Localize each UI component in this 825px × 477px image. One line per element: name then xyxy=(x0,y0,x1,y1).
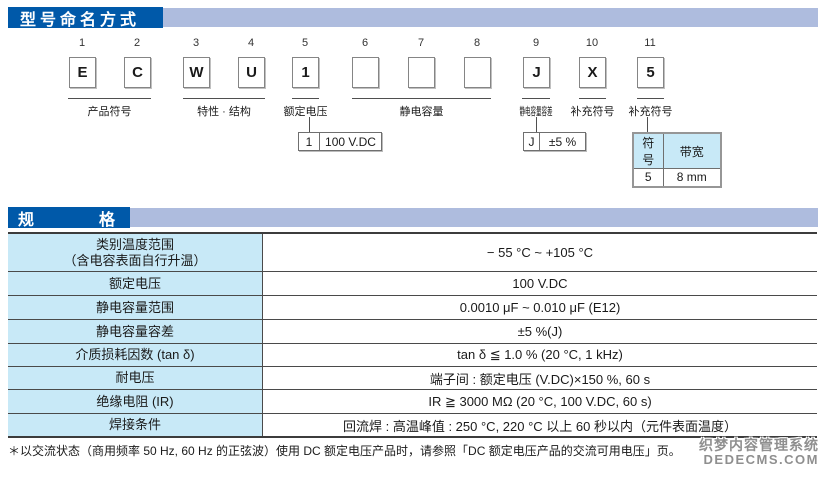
footnote: ＊以交流状态（商用频率 50 Hz, 60 Hz 的正弦波）使用 DC 额定电压… xyxy=(8,444,681,458)
code-box: 5 xyxy=(637,57,664,88)
group-label: 补充符号 xyxy=(570,106,615,118)
group-suffix-symbol-1: 补充符号 xyxy=(571,98,615,119)
group-suffix-symbol-2: 补充符号 xyxy=(629,98,673,119)
spec-value: IR ≧ 3000 MΩ (20 °C, 100 V.DC, 60 s) xyxy=(428,393,652,409)
code-position-number: 2 xyxy=(133,37,141,49)
watermark-line2: DEDECMS.COM xyxy=(703,452,819,468)
group-capacitance-tolerance: 静电容量容差 xyxy=(519,98,553,119)
spec-label: 类别温度范围 （含电容表面自行升温） xyxy=(8,234,263,271)
code-box: X xyxy=(579,57,606,88)
naming-section-title-bar xyxy=(163,8,818,27)
group-line xyxy=(292,98,319,99)
code-position-number: 11 xyxy=(644,37,656,49)
suffix-value: 8 mm xyxy=(662,168,722,187)
code-position-number: 4 xyxy=(247,37,255,49)
table-row: 耐电压 端子间 : 额定电压 (V.DC)×150 %, 60 s xyxy=(8,366,817,389)
code-position-number: 8 xyxy=(473,37,481,49)
suffix-header-symbol: 符号 xyxy=(632,132,664,169)
table-row: 静电容量容差 ±5 %(J) xyxy=(8,319,817,343)
code-box: U xyxy=(238,57,265,88)
spec-label: 耐电压 xyxy=(8,367,263,389)
spec-value: 100 V.DC xyxy=(512,276,568,291)
code-box xyxy=(352,57,379,88)
watermark-line1: 织梦内容管理系统 xyxy=(699,437,819,453)
spec-value: tan δ ≦ 1.0 % (20 °C, 1 kHz) xyxy=(457,347,623,362)
spec-value: 0.0010 μF ~ 0.010 μF (E12) xyxy=(459,300,621,315)
code-position-number: 1 xyxy=(78,37,86,49)
group-product-symbol: 产品符号 xyxy=(68,98,151,119)
group-line xyxy=(637,98,664,99)
spec-value: 端子间 : 额定电压 (V.DC)×150 %, 60 s xyxy=(429,371,651,387)
code-position-number: 7 xyxy=(417,37,425,49)
code-box: J xyxy=(523,57,550,88)
group-line xyxy=(522,98,550,99)
spec-title-char1: 规 xyxy=(18,211,35,229)
naming-section-title: 型号命名方式 xyxy=(8,7,163,29)
code-position-number: 5 xyxy=(301,37,309,49)
spec-label: 静电容量范围 xyxy=(8,296,263,319)
code-box: 1 xyxy=(292,57,319,88)
group-rated-voltage: 额定电压 xyxy=(284,98,328,119)
table-row: 介质损耗因数 (tan δ) tan δ ≦ 1.0 % (20 °C, 1 k… xyxy=(8,343,817,366)
suffix-code: 5 xyxy=(632,168,664,187)
code-position-number: 10 xyxy=(585,37,599,49)
group-line xyxy=(68,98,151,99)
spec-value: 回流焊 : 高温峰值 : 250 °C, 220 °C 以上 60 秒以内（元件… xyxy=(343,418,737,434)
suffix-code-table: 符号 带宽 5 8 mm xyxy=(632,132,722,188)
code-box: C xyxy=(124,57,151,88)
suffix-header-bandwidth: 带宽 xyxy=(662,132,722,169)
group-label: 产品符号 xyxy=(87,106,132,118)
connector-line xyxy=(536,117,537,133)
spec-label: 焊接条件 xyxy=(8,414,263,436)
code-box: W xyxy=(183,57,210,88)
voltage-value: 100 V.DC xyxy=(319,132,382,151)
spec-label-line1: 类别温度范围 xyxy=(95,236,174,252)
table-row: 静电容量范围 0.0010 μF ~ 0.010 μF (E12) xyxy=(8,295,817,319)
group-line xyxy=(579,98,606,99)
voltage-code: 1 xyxy=(298,132,320,151)
group-label: 特性 · 结构 xyxy=(197,106,251,118)
connector-line xyxy=(309,117,310,133)
group-label: 静电容量容差 xyxy=(519,106,553,118)
spec-label: 静电容量容差 xyxy=(8,320,263,343)
voltage-code-table: 1 100 V.DC xyxy=(298,132,382,151)
spec-label-line2: （含电容表面自行升温） xyxy=(63,252,207,268)
connector-line xyxy=(647,117,648,133)
group-line xyxy=(183,98,265,99)
group-line xyxy=(352,98,491,99)
group-characteristic-structure: 特性 · 结构 xyxy=(183,98,265,119)
spec-title-char2: 格 xyxy=(98,211,115,229)
spec-section-title-bar xyxy=(130,208,818,227)
code-position-number: 6 xyxy=(361,37,369,49)
spec-value: − 55 °C ~ +105 °C xyxy=(486,245,594,260)
spec-table: 类别温度范围 （含电容表面自行升温） − 55 °C ~ +105 °C 额定电… xyxy=(8,232,817,438)
tolerance-value: ±5 % xyxy=(539,132,586,151)
group-label: 静电容量 xyxy=(399,106,444,118)
table-row: 焊接条件 回流焊 : 高温峰值 : 250 °C, 220 °C 以上 60 秒… xyxy=(8,413,817,436)
group-label: 补充符号 xyxy=(628,106,673,118)
watermark: 织梦内容管理系统 DEDECMS.COM xyxy=(699,437,819,468)
spec-section-title: 规 格 xyxy=(8,207,130,229)
tolerance-code: J xyxy=(523,132,540,151)
spec-value: ±5 %(J) xyxy=(517,324,563,339)
spec-label: 介质损耗因数 (tan δ) xyxy=(8,344,263,366)
group-capacitance: 静电容量 xyxy=(352,98,491,119)
spec-label: 绝缘电阻 (IR) xyxy=(8,390,263,413)
code-position-number: 9 xyxy=(532,37,540,49)
table-row: 类别温度范围 （含电容表面自行升温） − 55 °C ~ +105 °C xyxy=(8,234,817,271)
code-box: E xyxy=(69,57,96,88)
table-row: 额定电压 100 V.DC xyxy=(8,271,817,295)
code-box xyxy=(408,57,435,88)
code-position-number: 3 xyxy=(192,37,200,49)
tolerance-code-table: J ±5 % xyxy=(523,132,586,151)
group-label: 额定电压 xyxy=(283,106,328,118)
code-box xyxy=(464,57,491,88)
spec-label: 额定电压 xyxy=(8,272,263,295)
table-row: 绝缘电阻 (IR) IR ≧ 3000 MΩ (20 °C, 100 V.DC,… xyxy=(8,389,817,413)
